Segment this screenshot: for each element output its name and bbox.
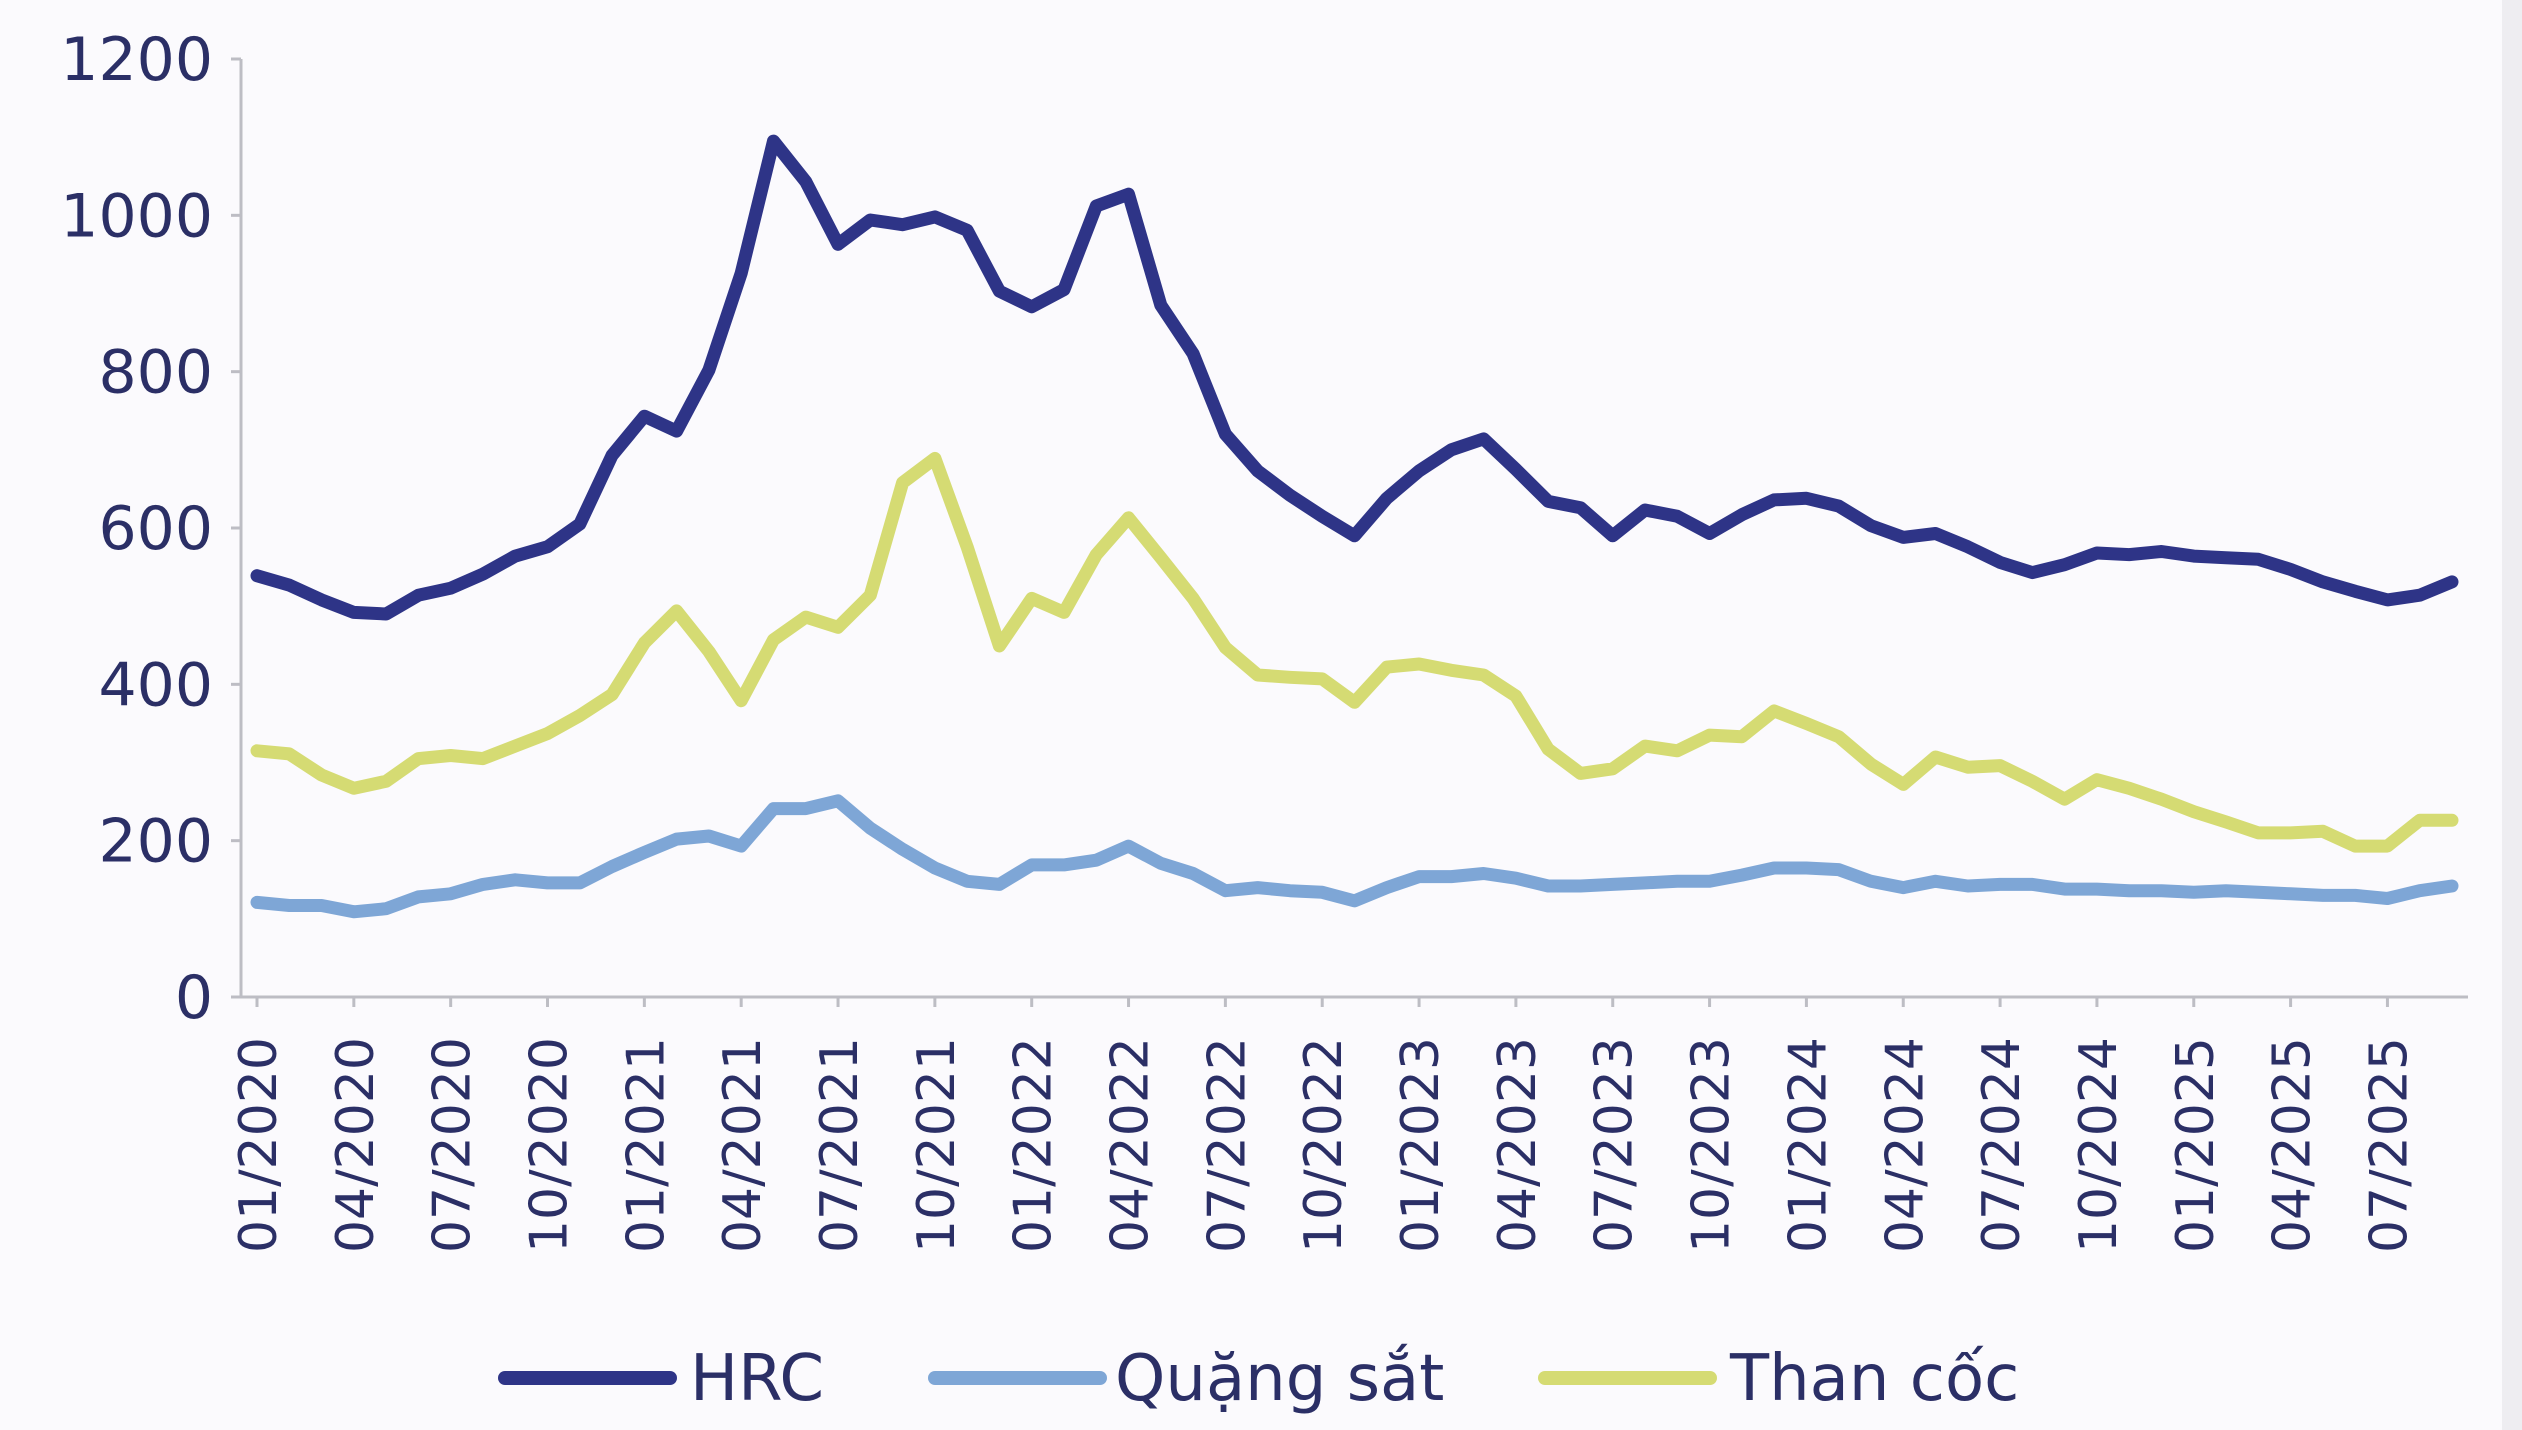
x-tick-label: 04/2021 <box>713 1037 773 1253</box>
y-tick-label: 1200 <box>60 25 213 95</box>
legend-label: HRC <box>690 1342 824 1416</box>
window-edge <box>2502 0 2522 1430</box>
x-tick-label: 10/2020 <box>520 1037 580 1253</box>
series-lines <box>250 134 2459 919</box>
x-tick-label: 04/2024 <box>1875 1037 1935 1253</box>
x-tick-label: 04/2020 <box>326 1037 386 1253</box>
y-tick-label: 400 <box>98 650 213 720</box>
x-tick-label: 01/2021 <box>616 1037 676 1253</box>
x-axis: 01/2020 04/2020 07/2020 10/2020 01/2021 04/20… <box>229 995 2468 1253</box>
x-tick-label: 10/2023 <box>1682 1037 1742 1253</box>
x-tick-label: 07/2020 <box>423 1037 483 1253</box>
x-tick-label: 07/2024 <box>1972 1037 2032 1253</box>
x-tick-label: 04/2022 <box>1101 1037 1161 1253</box>
x-tick-label: 07/2023 <box>1585 1037 1645 1253</box>
x-tick-label: 07/2021 <box>810 1037 870 1253</box>
x-tick-label: 01/2020 <box>229 1037 289 1253</box>
legend-label: Quặng sắt <box>1115 1342 1444 1416</box>
x-tick-label: 01/2023 <box>1391 1037 1451 1253</box>
y-axis: 0 200 400 600 800 1000 1200 <box>60 25 243 1033</box>
x-tick-label: 10/2021 <box>907 1037 967 1253</box>
x-tick-label: 07/2025 <box>2359 1037 2419 1253</box>
legend-label: Than cốc <box>1729 1342 2019 1416</box>
x-tick-label: 01/2025 <box>2166 1037 2226 1253</box>
legend: HRC Quặng sắt Than cốc <box>498 1342 2019 1416</box>
x-tick-label: 01/2022 <box>1004 1037 1064 1253</box>
series-line-1 <box>250 794 2459 919</box>
series-line-0 <box>250 134 2459 621</box>
y-tick-label: 800 <box>98 338 213 408</box>
y-tick-label: 0 <box>175 963 213 1033</box>
x-tick-label: 10/2022 <box>1294 1037 1354 1253</box>
y-tick-label: 600 <box>98 494 213 564</box>
x-tick-label: 10/2024 <box>2069 1037 2129 1253</box>
x-tick-label: 07/2022 <box>1197 1037 1257 1253</box>
x-tick-label: 04/2025 <box>2263 1037 2323 1253</box>
y-tick-label: 1000 <box>60 181 213 251</box>
y-tick-label: 200 <box>98 807 213 877</box>
x-tick-label: 01/2024 <box>1778 1037 1838 1253</box>
x-tick-label: 04/2023 <box>1488 1037 1548 1253</box>
